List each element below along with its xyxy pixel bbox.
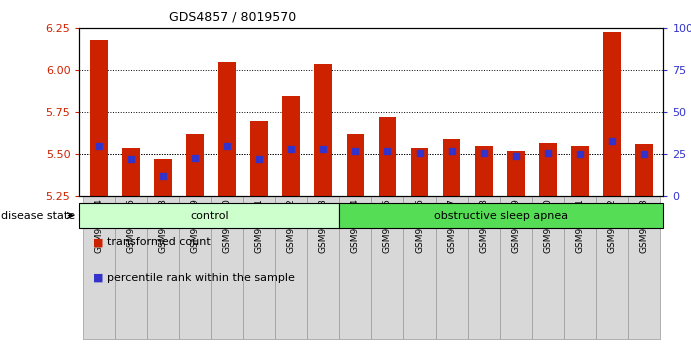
Bar [314,64,332,196]
Bar [635,144,653,196]
Text: transformed count: transformed count [107,237,211,247]
Bar [79,203,339,228]
Bar [564,196,596,339]
Bar [115,196,146,339]
Bar [475,146,493,196]
Bar [283,96,300,196]
Bar [211,196,243,339]
Bar [90,40,108,196]
Bar [443,139,460,196]
Bar [339,203,663,228]
Bar [435,196,468,339]
Bar [83,196,115,339]
Bar [379,118,396,196]
Bar [539,143,557,196]
Text: GDS4857 / 8019570: GDS4857 / 8019570 [169,11,296,24]
Bar [532,196,564,339]
Bar [347,134,364,196]
Text: percentile rank within the sample: percentile rank within the sample [107,273,295,282]
Bar [507,151,524,196]
Text: control: control [190,211,229,221]
Bar [122,148,140,196]
Bar [186,134,204,196]
Text: ■: ■ [93,273,104,282]
Bar [468,196,500,339]
Bar [596,196,628,339]
Text: disease state: disease state [1,211,75,221]
Bar [307,196,339,339]
Bar [603,32,621,196]
Bar [404,196,435,339]
Bar [371,196,404,339]
Bar [628,196,660,339]
Bar [500,196,532,339]
Bar [218,62,236,196]
Bar [179,196,211,339]
Text: ■: ■ [93,237,104,247]
Bar [339,196,371,339]
Bar [410,148,428,196]
Bar [250,121,268,196]
Bar [243,196,275,339]
Bar [275,196,307,339]
Bar [571,146,589,196]
Bar [154,160,171,196]
Bar [146,196,179,339]
Text: obstructive sleep apnea: obstructive sleep apnea [434,211,569,221]
